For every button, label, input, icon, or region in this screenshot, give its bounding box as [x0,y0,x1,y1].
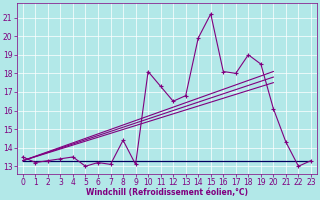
X-axis label: Windchill (Refroidissement éolien,°C): Windchill (Refroidissement éolien,°C) [86,188,248,197]
